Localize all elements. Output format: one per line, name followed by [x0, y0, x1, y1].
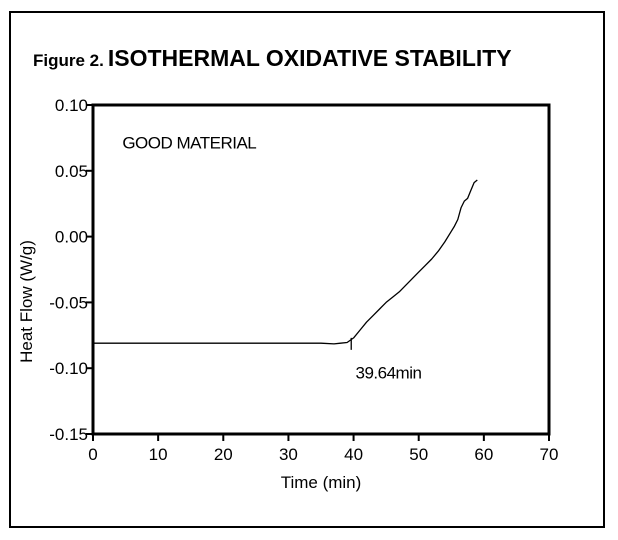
y-axis: 0.10 0.05 0.00 -0.05 -0.10 -0.15 — [49, 96, 93, 444]
x-tick-label: 0 — [88, 445, 97, 464]
y-tick-label: -0.15 — [49, 425, 88, 444]
figure-frame — [9, 11, 605, 528]
x-tick-label: 40 — [344, 445, 363, 464]
annotation-text: GOOD MATERIAL — [122, 133, 256, 152]
figure-title: Figure 2. ISOTHERMAL OXIDATIVE STABILITY — [33, 47, 512, 70]
plot-area — [91, 103, 551, 436]
x-tick-label: 50 — [409, 445, 428, 464]
y-axis-label: Heat Flow (W/g) — [17, 240, 36, 363]
annotation-text: 39.64min — [356, 364, 422, 383]
figure-number: Figure 2. — [33, 51, 104, 70]
x-axis: 0 10 20 30 40 50 60 70 — [88, 434, 558, 464]
y-tick-label: -0.05 — [49, 293, 88, 312]
series-line — [93, 179, 478, 345]
x-tick-label: 60 — [474, 445, 493, 464]
series-layer — [93, 179, 478, 350]
x-tick-label: 20 — [214, 445, 233, 464]
annotations: GOOD MATERIAL 39.64min — [122, 133, 422, 383]
y-tick-label: 0.10 — [55, 96, 88, 115]
x-tick-label: 70 — [540, 445, 559, 464]
x-tick-label: 30 — [279, 445, 298, 464]
x-tick-label: 10 — [149, 445, 168, 464]
figure-title-text: ISOTHERMAL OXIDATIVE STABILITY — [107, 45, 512, 71]
y-tick-label: -0.10 — [49, 359, 88, 378]
x-axis-label: Time (min) — [281, 473, 362, 492]
y-tick-label: 0.05 — [55, 162, 88, 181]
y-tick-label: 0.00 — [55, 228, 88, 247]
